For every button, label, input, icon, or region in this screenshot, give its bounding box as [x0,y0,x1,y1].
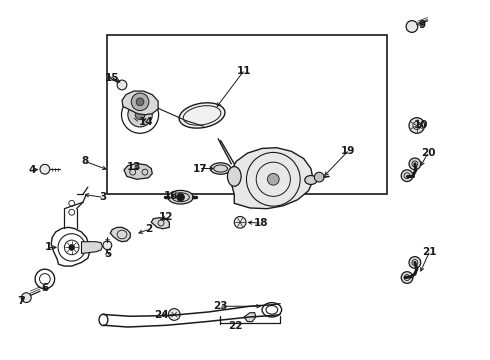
Circle shape [103,241,112,250]
Text: 7: 7 [17,296,24,306]
Circle shape [401,170,413,181]
Text: 18: 18 [253,218,268,228]
Text: 17: 17 [193,163,207,174]
Polygon shape [151,218,170,229]
Polygon shape [110,227,130,242]
Polygon shape [244,313,256,321]
Circle shape [131,93,149,111]
Text: 13: 13 [126,162,141,172]
Ellipse shape [210,163,231,174]
Text: 15: 15 [105,73,120,83]
Circle shape [409,118,425,133]
Circle shape [169,309,180,320]
Circle shape [40,165,50,174]
Text: 6: 6 [41,283,49,293]
Circle shape [22,293,31,302]
Circle shape [136,98,144,106]
Circle shape [135,110,145,120]
Circle shape [69,244,74,250]
Text: 16: 16 [164,191,178,201]
Text: 10: 10 [414,121,428,130]
Polygon shape [81,242,102,253]
Text: 21: 21 [422,247,437,257]
Polygon shape [124,163,152,179]
Text: 14: 14 [139,117,154,127]
Circle shape [117,80,127,90]
Text: 8: 8 [81,156,89,166]
Polygon shape [122,91,158,115]
Circle shape [268,174,279,185]
Circle shape [314,172,324,182]
Text: 12: 12 [159,212,173,221]
Text: 22: 22 [228,321,243,331]
Circle shape [406,21,418,32]
Circle shape [177,193,184,201]
Text: 19: 19 [342,145,356,156]
Bar [107,35,387,194]
Circle shape [234,216,246,228]
Ellipse shape [179,103,225,128]
Text: 23: 23 [213,301,228,311]
Ellipse shape [168,190,193,204]
Ellipse shape [305,176,317,184]
Text: 5: 5 [104,249,111,259]
Circle shape [401,272,413,283]
Text: 11: 11 [237,66,251,76]
Ellipse shape [227,167,241,186]
Text: 4: 4 [29,165,36,175]
Polygon shape [230,148,313,209]
Circle shape [128,103,152,127]
Text: 2: 2 [145,225,152,234]
Text: 9: 9 [418,20,425,30]
Circle shape [409,257,421,268]
Circle shape [409,158,421,170]
Text: 3: 3 [99,192,106,202]
Text: 1: 1 [45,242,52,252]
Text: 20: 20 [421,148,435,158]
Text: 24: 24 [154,310,169,320]
